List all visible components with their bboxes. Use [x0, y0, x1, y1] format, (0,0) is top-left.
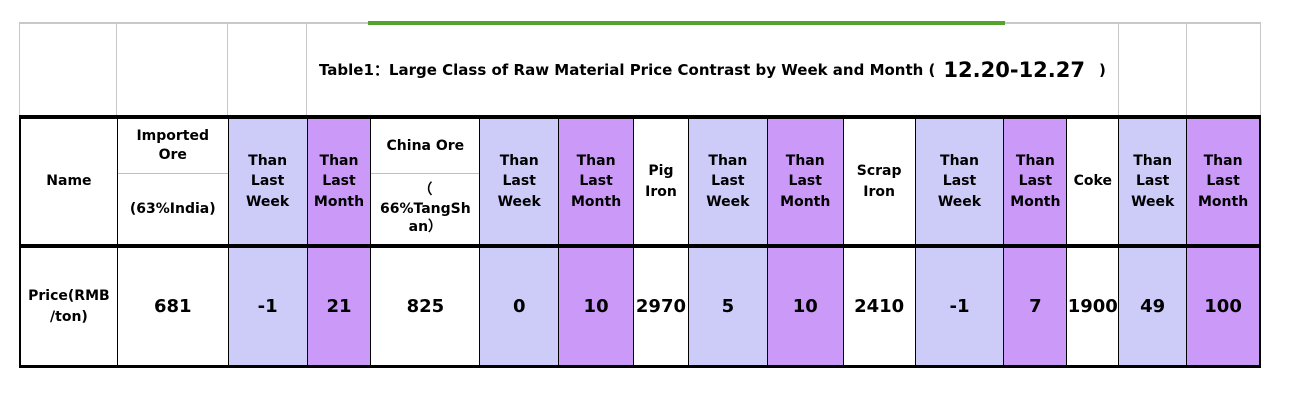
china-ore-week-change: 0: [480, 248, 560, 365]
report-date: 12.20-12.27: [943, 57, 1085, 82]
header-row: Name Imported Ore (63%India) Than Last W…: [19, 115, 1262, 248]
china-ore-than-last-month-header: Than Last Month: [559, 119, 635, 244]
imported-ore-header-cell: Imported Ore (63%India): [117, 119, 229, 244]
china-ore-header-cell: China Ore （ 66%TangSh an）: [371, 119, 481, 244]
price-row-label: Price(RMB /ton): [21, 248, 118, 365]
imported-ore-spec: (63%India): [129, 200, 216, 217]
scrap-iron-week-change: -1: [915, 248, 1005, 365]
title-empty-cell-2: [117, 24, 228, 115]
imported-ore-month-change: 21: [307, 248, 372, 365]
coke-than-last-week-header: Than Last Week: [1119, 119, 1188, 244]
pig-iron-price: 2970: [634, 248, 689, 365]
table-title-close-paren: ): [1099, 60, 1106, 79]
imported-ore-week-change: -1: [228, 248, 308, 365]
scrap-iron-price: 2410: [844, 248, 916, 365]
pig-iron-header-cell: Pig Iron: [634, 119, 689, 244]
title-empty-cell-4: [1119, 24, 1188, 115]
china-ore-name: China Ore: [371, 119, 480, 174]
imported-ore-price: 681: [118, 248, 229, 365]
coke-price: 1900: [1067, 248, 1120, 365]
china-ore-than-last-week-header: Than Last Week: [480, 119, 560, 244]
title-row: Table1：Large Class of Raw Material Price…: [19, 22, 1261, 115]
imported-ore-name: Imported Ore: [117, 119, 228, 174]
scrap-iron-month-change: 7: [1004, 248, 1068, 365]
price-row: Price(RMB /ton) 681 -1 21 825 0 10 2970 …: [19, 248, 1262, 368]
china-ore-price: 825: [371, 248, 481, 365]
name-header-cell: Name: [21, 119, 118, 244]
scrap-iron-than-last-month-header: Than Last Month: [1004, 119, 1068, 244]
china-ore-month-change: 10: [559, 248, 635, 365]
title-empty-cell-1: [20, 24, 117, 115]
coke-month-change: 100: [1187, 248, 1262, 365]
pig-iron-than-last-month-header: Than Last Month: [767, 119, 844, 244]
title-empty-cell-3: [228, 24, 307, 115]
imported-ore-than-last-month-header: Than Last Month: [307, 119, 372, 244]
coke-than-last-month-header: Than Last Month: [1187, 119, 1262, 244]
coke-week-change: 49: [1119, 248, 1188, 365]
imported-ore-than-last-week-header: Than Last Week: [228, 119, 308, 244]
raw-material-price-table: Table1：Large Class of Raw Material Price…: [19, 22, 1262, 368]
title-empty-cell-5: [1187, 24, 1261, 115]
table-title-text: Table1：Large Class of Raw Material Price…: [319, 61, 936, 79]
pig-iron-month-change: 10: [767, 248, 844, 365]
table-title: Table1：Large Class of Raw Material Price…: [307, 24, 1120, 115]
pig-iron-than-last-week-header: Than Last Week: [688, 119, 768, 244]
scrap-iron-than-last-week-header: Than Last Week: [915, 119, 1005, 244]
pig-iron-week-change: 5: [688, 248, 768, 365]
coke-header-cell: Coke: [1067, 119, 1120, 244]
green-accent-line: [368, 21, 1005, 25]
scrap-iron-header-cell: Scrap Iron: [844, 119, 916, 244]
china-ore-spec: （ 66%TangSh an）: [379, 181, 471, 236]
